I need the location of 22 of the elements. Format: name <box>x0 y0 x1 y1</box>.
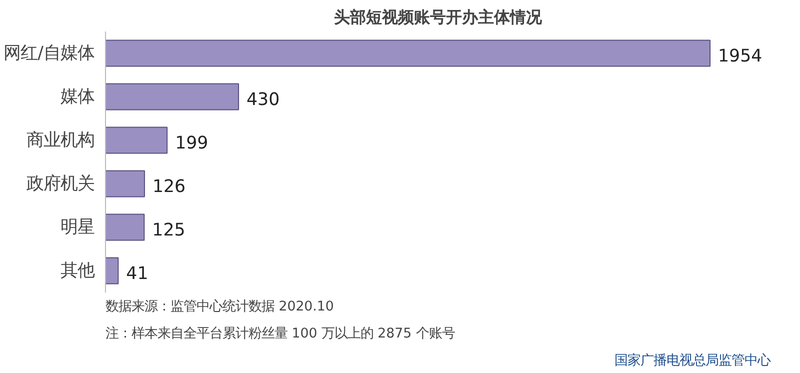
bar <box>106 170 145 198</box>
source-note: 数据来源：监管中心统计数据 2020.10 <box>106 298 334 314</box>
data-label: 125 <box>152 220 186 240</box>
data-label: 126 <box>152 176 186 197</box>
y-tick-label: 其他 <box>60 260 94 281</box>
data-label: 199 <box>175 133 208 154</box>
bar <box>106 40 711 67</box>
y-tick-label: 明星 <box>60 217 94 238</box>
y-tick-label: 网红/自媒体 <box>4 43 95 64</box>
chart-title: 头部短视频账号开办主体情况 <box>334 8 543 26</box>
text: 注：样本来自全平台累计粉丝量 100 万以上的 2875 个账号 <box>106 326 455 342</box>
bar <box>106 83 240 110</box>
data-label: 430 <box>246 90 280 110</box>
bar <box>106 214 145 241</box>
y-tick-label: 媒体 <box>60 86 94 107</box>
data-label: 1954 <box>718 46 762 66</box>
data-label: 41 <box>126 264 148 284</box>
y-tick-label: 政府机关 <box>26 174 94 194</box>
y-tick-label: 商业机构 <box>26 130 94 150</box>
bar <box>106 257 119 284</box>
bar <box>106 126 168 154</box>
text: 国家广播电视总局监管中心 <box>614 352 770 368</box>
